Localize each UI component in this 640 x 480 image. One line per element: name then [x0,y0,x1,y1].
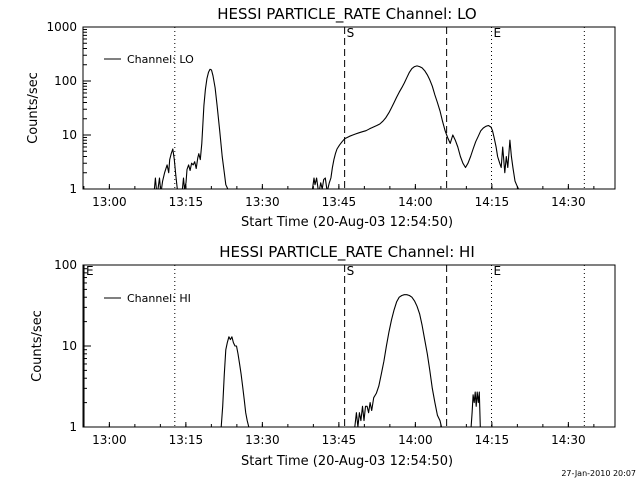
x-tick-label: 13:45 [322,433,357,447]
x-tick-label: 14:00 [398,195,433,209]
y-axis: 1 10 100 [54,258,91,434]
y-tick-label: 100 [54,258,77,272]
x-tick-label: 13:15 [169,433,204,447]
timestamp: 27-Jan-2010 20:07 [561,469,636,478]
marker-label: S [347,26,355,40]
x-tick-label: 14:00 [398,433,433,447]
chart-title: HESSI PARTICLE_RATE Channel: LO [217,5,476,24]
y-axis-label: Counts/sec [30,310,45,382]
marker-label: E [494,26,502,40]
y-axis-label: Counts/sec [26,72,41,144]
series-line [153,68,244,190]
legend: Channel: LO [104,53,194,66]
y-tick-label: 1 [69,182,77,196]
x-tick-label: 13:00 [92,195,127,209]
y-tick-label: 100 [54,74,77,88]
y-tick-label: 1 [69,420,77,434]
series-line [354,294,444,428]
x-axis-label: Start Time (20-Aug-03 12:54:50) [241,215,453,230]
x-axis: 13:00 13:15 13:30 13:45 14:00 14:15 14:30 [83,422,595,447]
x-tick-label: 13:45 [322,195,357,209]
x-tick-label: 13:30 [245,195,280,209]
x-tick-label: 14:30 [551,195,586,209]
plot-frame [82,26,616,190]
y-tick-label: 1000 [46,20,77,34]
y-tick-label: 10 [62,128,77,142]
legend: Channel: HI [104,292,191,305]
x-tick-label: 13:15 [169,195,204,209]
series [153,65,528,190]
marker-label: S [347,264,355,278]
legend-entry: Channel: HI [127,292,191,305]
x-axis: 13:00 13:15 13:30 13:45 14:00 14:15 14:30 [83,184,595,209]
series-line [311,65,528,190]
marker-label: E [86,264,94,278]
x-tick-label: 13:00 [92,433,127,447]
y-tick-label: 10 [62,339,77,353]
x-tick-label: 14:15 [475,195,510,209]
series-line [220,336,250,428]
x-tick-label: 14:30 [551,433,586,447]
x-tick-label: 13:30 [245,433,280,447]
x-axis-label: Start Time (20-Aug-03 12:54:50) [241,454,453,469]
y-axis: 1 10 100 1000 [46,20,91,196]
chart-title: HESSI PARTICLE_RATE Channel: HI [219,243,475,262]
series-line [470,391,481,428]
marker-label: E [494,264,502,278]
x-tick-label: 14:15 [475,433,510,447]
series [220,294,481,428]
legend-entry: Channel: LO [127,53,194,66]
